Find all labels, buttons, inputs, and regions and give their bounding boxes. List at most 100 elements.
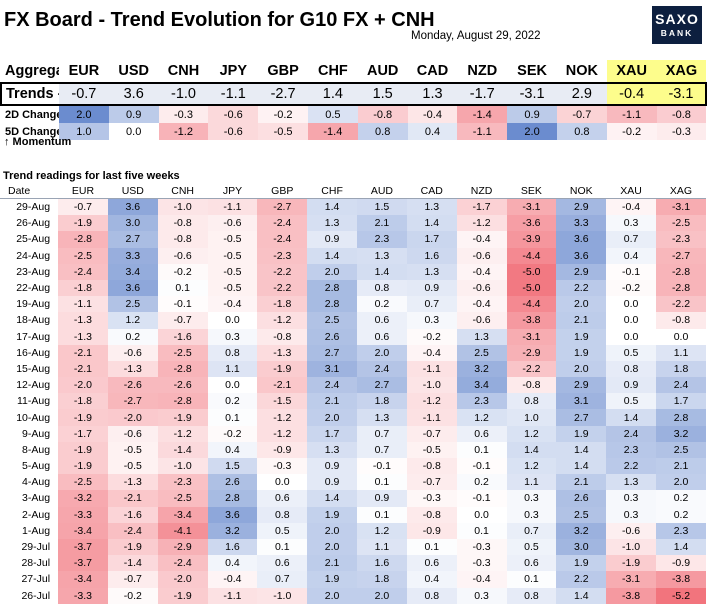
trend-value-cell: 3.0 [107,215,158,232]
currency-column-header: NOK [556,183,607,199]
trend-value-cell: 1.0 [506,409,557,426]
trend-value-cell: 0.8 [207,344,258,361]
trend-value-cell: 2.0 [307,538,358,556]
trend-value-cell: -1.3 [107,360,158,378]
currency-header: XAU [606,60,657,83]
trend-row: 23-Aug -2.4 3.4 -0.2 -0.5 -2.2 2.0 1.4 1.3 -0.4 -5… [0,263,706,280]
trend-value-cell: 0.1 [207,409,258,426]
trend-value-cell: 1.7 [307,425,358,442]
aggregate-trend-value: -1.0 [158,82,209,106]
trend-value-cell: 2.0 [556,360,607,378]
trend-value-cell: 0.3 [606,506,656,523]
trend-value-cell: -3.3 [58,587,108,604]
trend-value-cell: -3.8 [655,571,706,588]
row-date: 8-Aug [22,443,51,456]
trend-value-cell: -0.1 [456,490,507,507]
currency-column-header: JPY [207,183,258,199]
aggregate-label: Aggregate [5,63,59,79]
trend-value-cell: -0.4 [606,198,656,216]
change-5d-value: -0.3 [656,123,707,140]
trend-value-cell: -3.9 [506,231,557,248]
trend-row: 3-Aug -3.2 -2.1 -2.5 2.8 0.6 1.4 0.9 -0.3 -0.1 0.3… [0,490,706,507]
row-date: 28-Jul [21,557,51,570]
trend-value-cell: 2.7 [107,231,158,248]
currency-column-header: GBP [257,183,308,199]
aggregate-trend-value: 1.3 [407,82,458,106]
trend-value-cell: -1.4 [157,441,208,458]
trend-value-cell: -2.2 [506,360,557,378]
trend-value-cell: 3.2 [207,522,258,539]
trend-value-cell: 3.6 [556,231,607,248]
trend-value-cell: 1.3 [406,198,457,216]
trend-value-cell: 0.5 [606,393,656,410]
trend-value-cell: -0.3 [456,555,507,572]
trend-row: 26-Aug -1.9 3.0 -0.8 -0.6 -2.4 1.3 2.1 1.4 -1.2 -3… [0,215,706,232]
trend-value-cell: -2.7 [107,393,158,410]
trend-value-cell: -1.1 [406,360,457,378]
row-date: 29-Jul [21,541,51,554]
trend-value-cell: 0.1 [257,538,308,556]
trend-value-cell: -4.4 [506,296,557,313]
trend-value-cell: -0.5 [107,458,158,475]
trend-value-cell: -0.9 [406,522,457,539]
trend-row: 12-Aug -2.0 -2.6 -2.6 0.0 -2.1 2.4 2.7 -1.0 3.4 -0… [0,377,706,394]
trend-value-cell: 2.5 [456,344,507,361]
trend-value-cell: -1.4 [107,555,158,572]
trend-value-cell: 1.9 [556,425,607,442]
trend-row: 27-Jul -3.4 -0.7 -2.0 -0.4 0.7 1.9 1.8 0.4 -0.4 0.… [0,571,706,588]
report-date: Monday, August 29, 2022 [411,30,541,42]
currency-header-row: Aggregate EUR USD CNH JPY GBP CHF AUD CA… [1,60,707,83]
trend-value-cell: 0.2 [107,328,158,345]
trend-value-cell: 2.5 [655,441,706,458]
trend-value-cell: -1.2 [257,312,308,329]
trend-value-cell: 1.4 [307,198,358,216]
trend-value-cell: 2.7 [357,377,407,394]
currency-header: CHF [317,63,348,79]
trends-row: Trends -> -0.73.6-1.0-1.1-2.71.41.51.3-1… [0,82,708,106]
trend-value-cell: -0.5 [207,231,258,248]
trend-row: 9-Aug -1.7 -0.6 -1.2 -0.2 -1.2 1.7 0.7 -0.7 0.6 1.… [0,425,706,442]
change-2d-value: -1.1 [606,105,657,123]
trend-value-cell: 2.9 [556,377,607,394]
trend-value-cell: 0.7 [257,571,308,588]
trend-value-cell: 0.6 [406,555,457,572]
trend-value-cell: -1.0 [157,198,208,216]
trend-value-cell: 1.8 [357,571,407,588]
trend-value-cell: -2.4 [257,231,308,248]
currency-column-header: XAU [606,183,656,199]
trend-value-cell: -0.2 [207,425,258,442]
trend-value-cell: 1.9 [556,328,607,345]
trend-value-cell: 1.2 [456,409,507,426]
currency-header: CNH [167,63,200,79]
trend-value-cell: -1.9 [157,409,208,426]
trend-value-cell: 2.1 [307,555,358,572]
currency-header: CAD [416,63,449,79]
trend-value-cell: -5.2 [655,587,706,604]
trend-value-cell: -0.8 [157,231,208,248]
trend-value-cell: 0.8 [257,506,308,523]
trend-value-cell: 0.8 [506,587,557,604]
trend-value-cell: -0.8 [406,506,457,523]
trend-value-cell: 2.8 [655,409,706,426]
trend-row: 8-Aug -1.9 -0.5 -1.4 0.4 -0.9 1.3 0.7 -0.5 0.1 1.4… [0,441,706,458]
trend-value-cell: 3.6 [107,198,158,216]
trend-value-cell: 0.7 [357,441,407,458]
trend-value-cell: 2.1 [655,458,706,475]
row-date: 22-Aug [16,282,51,295]
trend-value-cell: 1.3 [406,263,457,280]
change-5d-value: -1.2 [158,123,209,140]
trend-value-cell: -0.2 [107,587,158,604]
trend-value-cell: -0.5 [107,441,158,458]
currency-column-header: XAG [655,183,706,199]
currency-column-header: CNH [157,183,208,199]
row-date: 17-Aug [16,330,51,343]
trend-value-cell: 0.7 [357,425,407,442]
row-date: 19-Aug [16,298,51,311]
trend-row: 16-Aug -2.1 -0.6 -2.5 0.8 -1.3 2.7 2.0 -0.4 2.5 -2… [0,344,706,361]
trend-value-cell: -2.4 [257,215,308,232]
trends-label: Trends -> [0,82,59,106]
change-2d-value: 0.9 [108,105,159,123]
change-5d-label: 5D Change [5,125,59,138]
trend-value-cell: 0.0 [606,328,656,345]
trend-value-cell: 0.2 [456,474,507,491]
